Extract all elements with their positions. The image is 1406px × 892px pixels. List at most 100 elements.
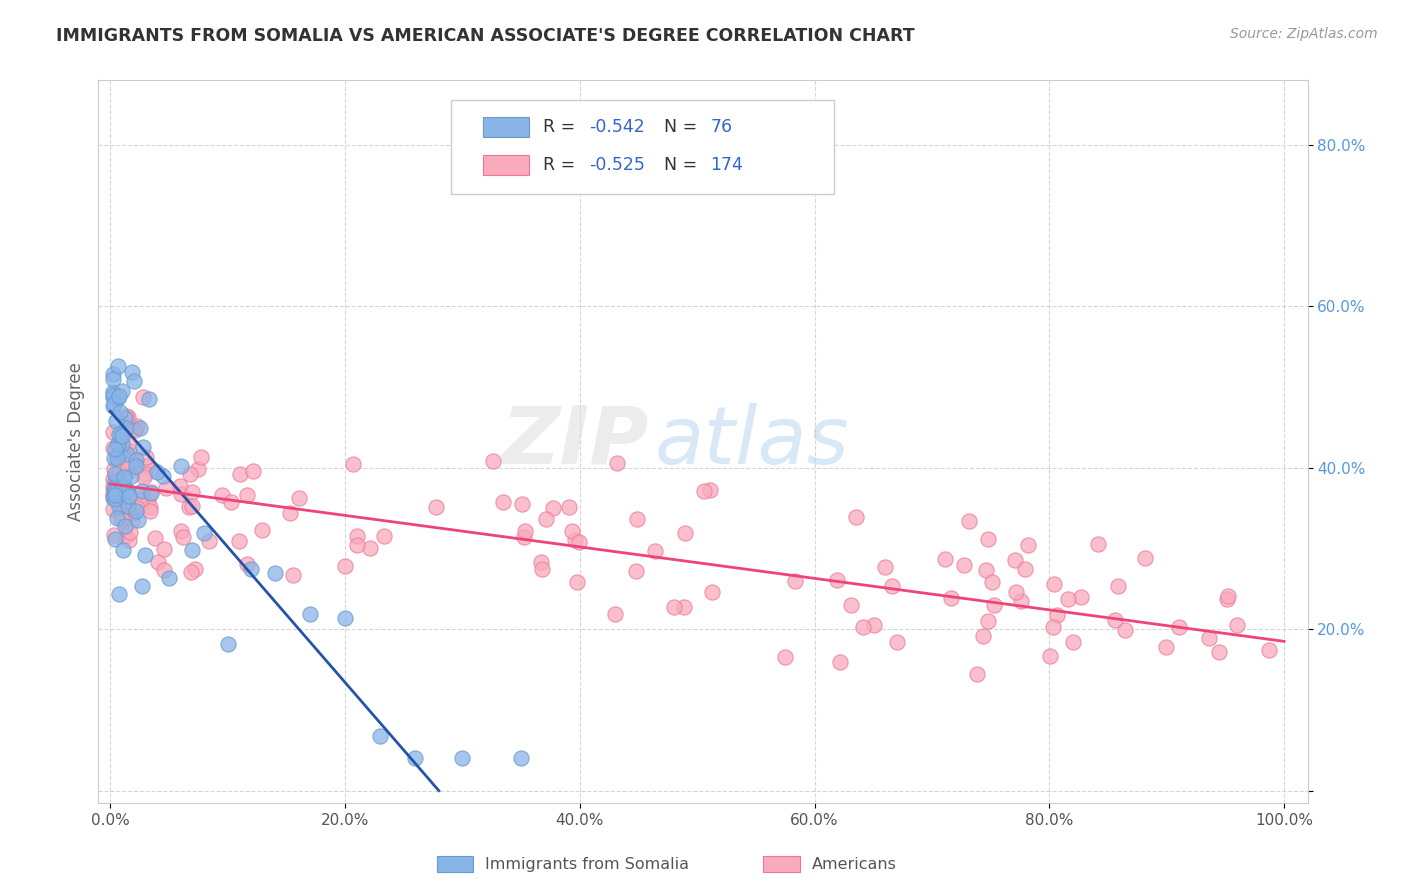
Point [101, 371, 124, 385]
Point [839, 598, 862, 612]
Point [934, 551, 956, 566]
Point [101, 502, 124, 516]
Point [111, 497, 134, 511]
Point [626, 512, 648, 526]
Point [134, 548, 156, 562]
Point [1014, 562, 1036, 576]
Point [132, 441, 155, 455]
Point [101, 367, 124, 381]
Point [153, 563, 176, 577]
Point [103, 399, 125, 413]
Point [108, 472, 131, 486]
Point [135, 450, 157, 465]
Point [125, 458, 148, 473]
Point [104, 484, 127, 499]
Point [981, 574, 1004, 589]
Point [132, 470, 155, 484]
Text: Immigrants from Somalia: Immigrants from Somalia [485, 856, 689, 871]
Point [118, 489, 141, 503]
Point [939, 591, 962, 606]
Point [252, 524, 274, 538]
Point [373, 529, 395, 543]
Point [107, 437, 129, 451]
Point [107, 391, 129, 405]
Point [530, 555, 553, 569]
Point [110, 511, 132, 525]
Point [132, 489, 155, 503]
FancyBboxPatch shape [482, 117, 529, 137]
Point [229, 467, 252, 481]
Point [128, 421, 150, 435]
Point [785, 574, 807, 589]
Text: N =: N = [664, 156, 703, 174]
Point [127, 418, 149, 433]
Point [103, 527, 125, 541]
Point [112, 514, 135, 528]
Point [568, 535, 591, 549]
Point [103, 450, 125, 465]
Point [117, 436, 139, 450]
Point [118, 499, 141, 513]
Point [451, 751, 474, 765]
Point [121, 422, 143, 436]
Point [368, 729, 391, 743]
Point [114, 519, 136, 533]
Point [845, 510, 868, 524]
Point [107, 469, 129, 483]
Point [112, 463, 135, 477]
Point [111, 478, 134, 492]
Point [103, 481, 125, 495]
Point [110, 493, 132, 508]
Point [278, 506, 301, 520]
Point [541, 501, 564, 516]
Point [103, 442, 125, 457]
Point [111, 384, 134, 399]
Point [115, 418, 138, 433]
Point [111, 542, 134, 557]
Point [492, 495, 515, 509]
Point [112, 467, 135, 481]
Point [236, 557, 259, 571]
Point [107, 359, 129, 373]
Point [107, 438, 129, 452]
Point [177, 500, 200, 514]
Point [672, 600, 695, 615]
Point [101, 491, 124, 505]
Point [121, 365, 143, 379]
Point [139, 500, 162, 514]
Point [662, 599, 685, 614]
Point [333, 559, 356, 574]
Point [886, 634, 908, 648]
Point [1042, 620, 1064, 634]
Point [108, 465, 131, 479]
Point [103, 481, 125, 495]
Point [169, 458, 191, 473]
Point [1154, 640, 1177, 654]
Point [561, 524, 583, 538]
Point [977, 614, 1000, 628]
Text: N =: N = [664, 119, 703, 136]
Point [105, 485, 128, 500]
Point [112, 469, 135, 483]
Text: IMMIGRANTS FROM SOMALIA VS AMERICAN ASSOCIATE'S DEGREE CORRELATION CHART: IMMIGRANTS FROM SOMALIA VS AMERICAN ASSO… [56, 27, 915, 45]
Point [404, 751, 426, 765]
Point [1043, 577, 1066, 591]
Point [827, 573, 849, 587]
Point [103, 397, 125, 411]
Point [101, 485, 124, 500]
Point [139, 504, 162, 518]
Point [1198, 631, 1220, 645]
Point [702, 585, 724, 599]
Point [1226, 617, 1249, 632]
Point [830, 655, 852, 669]
Point [513, 524, 536, 538]
Point [1017, 538, 1039, 552]
Point [283, 567, 305, 582]
Point [1114, 623, 1136, 637]
Point [117, 503, 139, 517]
Point [263, 566, 285, 580]
Point [101, 388, 124, 402]
Point [1010, 593, 1032, 607]
Text: Americans: Americans [811, 856, 897, 871]
Point [110, 477, 132, 491]
